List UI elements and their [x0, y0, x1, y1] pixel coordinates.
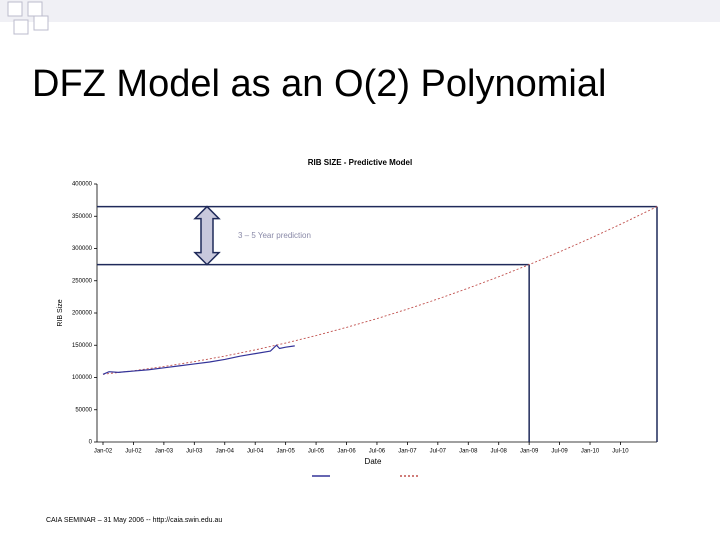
x-tick-label: Jul-10 — [612, 449, 629, 455]
y-tick-label: 350000 — [72, 214, 93, 220]
x-tick-label: Jul-09 — [551, 449, 568, 455]
square — [13, 19, 29, 35]
x-tick-label: Jan-07 — [398, 449, 417, 455]
x-tick-label: Jan-10 — [581, 449, 600, 455]
data-line — [102, 344, 295, 375]
y-tick-label: 400000 — [72, 182, 93, 188]
x-tick-label: Jan-04 — [216, 449, 235, 455]
y-tick-label: 100000 — [72, 375, 93, 381]
x-tick-label: Jul-08 — [491, 449, 508, 455]
y-tick-label: 150000 — [72, 343, 93, 349]
decoration — [0, 0, 720, 35]
y-tick-label: 200000 — [72, 311, 93, 317]
x-tick-label: Jan-08 — [459, 449, 478, 455]
x-tick-label: Jul-05 — [308, 449, 325, 455]
square — [7, 1, 23, 17]
data-line — [102, 206, 658, 375]
square — [33, 15, 49, 31]
top-band — [0, 0, 720, 22]
annotation: 3 – 5 Year prediction — [238, 231, 311, 240]
x-tick-label: Jul-03 — [186, 449, 203, 455]
y-tick-label: 250000 — [72, 278, 93, 284]
x-tick-label: Jan-05 — [276, 449, 295, 455]
x-axis-label: Date — [365, 457, 382, 466]
y-tick-label: 50000 — [75, 407, 92, 413]
x-tick-label: Jul-06 — [369, 449, 386, 455]
y-axis-label: RIB Size — [57, 299, 64, 326]
chart-title: RIB SIZE - Predictive Model — [308, 158, 412, 167]
x-tick-label: Jul-04 — [247, 449, 264, 455]
square — [27, 1, 43, 17]
x-tick-label: Jan-06 — [337, 449, 356, 455]
y-tick-label: 0 — [89, 440, 93, 446]
x-tick-label: Jan-09 — [520, 449, 539, 455]
double-arrow — [193, 205, 221, 266]
x-tick-label: Jul-07 — [430, 449, 447, 455]
slide-title: DFZ Model as an O(2) Polynomial — [32, 63, 606, 105]
y-tick-label: 300000 — [72, 246, 93, 252]
x-tick-label: Jul-02 — [125, 449, 142, 455]
x-tick-label: Jan-03 — [155, 449, 174, 455]
footer: CAIA SEMINAR – 31 May 2006 -- http://cai… — [46, 517, 222, 524]
x-tick-label: Jan-02 — [94, 449, 113, 455]
